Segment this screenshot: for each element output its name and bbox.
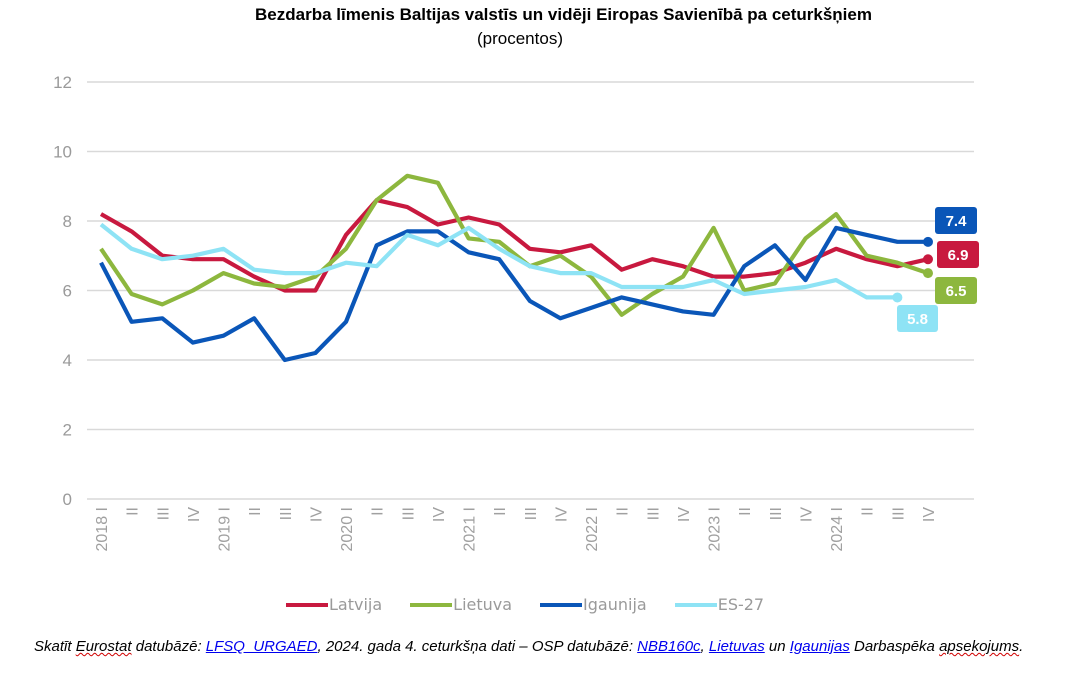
x-axis-ticks: 2018 I II III IV 2019 I II III IV 2020 I II III IV 2…: [94, 507, 938, 552]
footnote-text: Darbaspēka: [849, 638, 940, 655]
legend-swatch-latvija: [286, 602, 328, 607]
series-line-es27: [99, 222, 898, 300]
x-tick-label: 2022 I: [584, 507, 601, 551]
x-tick-label: III: [278, 507, 295, 520]
footnote-text: ,: [700, 638, 709, 655]
legend-swatch-lietuva: [410, 602, 453, 607]
end-label-lietuva: 6.5: [946, 283, 967, 300]
legend-item-igaunija[interactable]: Igaunija: [540, 595, 647, 614]
y-tick-label: 8: [63, 212, 72, 231]
y-tick-label: 0: [63, 490, 72, 509]
link-lietuvas[interactable]: Lietuvas: [708, 638, 765, 655]
x-tick-label: III: [155, 507, 172, 520]
x-tick-label: 2024 I: [829, 507, 846, 551]
data-point-lietuva: [923, 268, 933, 279]
footnote-text: datubāzē:: [131, 638, 206, 655]
x-tick-label: II: [125, 507, 142, 516]
footnote-text: , 2024. gada 4. ceturkšņa dati – OSP dat…: [317, 638, 638, 655]
source-footnote: Skatīt Eurostat datubāzē: LFSQ_URGAED, 2…: [34, 637, 1024, 656]
x-tick-label: 2020 I: [339, 507, 356, 551]
y-tick-label: 6: [63, 282, 72, 301]
x-tick-label: II: [860, 507, 877, 516]
x-tick-label: IV: [431, 507, 448, 522]
x-tick-label: II: [737, 507, 754, 516]
x-tick-label: III: [523, 507, 540, 520]
footnote-text: un: [764, 638, 790, 655]
end-label-es27: 5.8: [907, 311, 928, 328]
x-tick-label: II: [492, 507, 509, 516]
link-igaunijas[interactable]: Igaunijas: [789, 638, 850, 655]
data-point-igaunija: [923, 236, 933, 247]
x-tick-label: 2021 I: [462, 507, 479, 551]
gridlines: [87, 81, 974, 500]
x-tick-label: III: [768, 507, 785, 520]
legend-item-lietuva[interactable]: Lietuva: [410, 595, 512, 614]
x-tick-label: 2018 I: [94, 507, 111, 551]
footnote-text: .: [1019, 638, 1024, 655]
x-tick-label: II: [247, 507, 264, 516]
end-label-box-igaunija: [935, 207, 977, 234]
series-line-igaunija: [99, 225, 928, 363]
legend-item-latvija[interactable]: Latvija: [286, 595, 382, 614]
legend-swatch-es27: [674, 602, 717, 607]
chart-title: Bezdarba līmenis Baltijas valstīs un vid…: [255, 5, 872, 24]
end-label-box-es27: [897, 305, 938, 332]
legend-label-es27: ES-27: [717, 595, 765, 614]
series-lines: [99, 173, 933, 363]
legend-label-latvija: Latvija: [329, 595, 383, 614]
y-tick-label: 2: [63, 421, 72, 440]
x-tick-label: IV: [308, 507, 325, 522]
x-tick-label: 2023 I: [707, 507, 724, 551]
end-label-igaunija: 7.4: [946, 213, 968, 230]
end-label-latvija: 6.9: [948, 247, 969, 264]
link-nbb160c[interactable]: NBB160c: [637, 638, 701, 655]
x-tick-label: III: [645, 507, 662, 520]
link-lfsq-urgaed[interactable]: LFSQ_URGAED: [205, 638, 318, 655]
x-tick-label: IV: [798, 507, 815, 522]
end-label-box-latvija: [937, 241, 979, 268]
legend-label-lietuva: Lietuva: [453, 595, 513, 614]
series-line-latvija: [99, 198, 929, 293]
legend-swatch-igaunija: [540, 602, 583, 607]
x-tick-label: IV: [676, 507, 693, 522]
x-tick-label: III: [890, 507, 907, 520]
x-tick-label: II: [615, 507, 632, 516]
x-tick-label: IV: [186, 507, 203, 522]
chart-subtitle: (procentos): [477, 29, 563, 48]
footnote-apsekojums: apsekojums: [939, 638, 1020, 655]
end-labels: 6.9 6.5 7.4 5.8: [897, 207, 979, 332]
data-point-es27: [892, 292, 903, 303]
x-tick-label: II: [370, 507, 387, 516]
y-tick-label: 12: [53, 73, 72, 92]
y-tick-label: 4: [63, 351, 72, 370]
footnote-eurostat: Eurostat: [75, 638, 132, 655]
series-line-lietuva: [99, 173, 929, 317]
footnote-text: Skatīt: [34, 638, 76, 655]
data-point-latvija: [923, 254, 933, 265]
y-tick-label: 10: [53, 143, 72, 162]
x-tick-label: III: [400, 507, 417, 520]
end-label-box-lietuva: [935, 277, 977, 304]
legend-label-igaunija: Igaunija: [583, 595, 647, 614]
x-tick-label: IV: [921, 507, 938, 522]
legend-item-es27[interactable]: ES-27: [674, 595, 765, 614]
x-tick-label: IV: [553, 507, 570, 522]
y-axis-ticks: 0 2 4 6 8 10 12: [53, 73, 72, 509]
legend: Latvija Lietuva Igaunija ES-27: [286, 595, 792, 614]
x-tick-label: 2019 I: [217, 507, 234, 551]
